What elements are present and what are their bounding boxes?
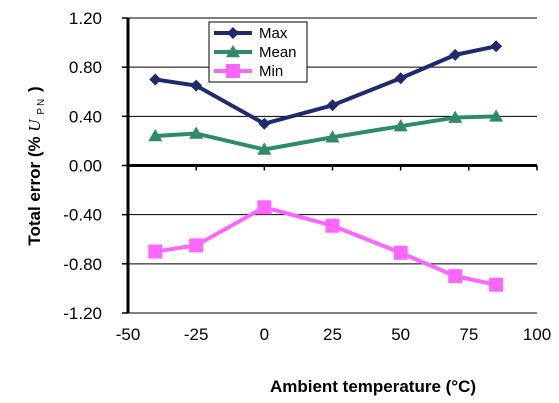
y-tick-label: 1.20 xyxy=(69,9,102,28)
x-tick-label: 0 xyxy=(260,325,269,344)
legend-item-max: Max xyxy=(214,25,288,42)
data-point-max xyxy=(394,72,407,85)
legend-label: Mean xyxy=(259,44,297,61)
series-mean xyxy=(148,109,504,155)
legend-label: Min xyxy=(259,63,283,80)
legend-swatch-marker xyxy=(227,27,239,39)
series-line-mean xyxy=(155,114,497,152)
data-point-max xyxy=(490,40,503,53)
series-group xyxy=(148,40,504,292)
x-tick-label: 25 xyxy=(323,325,342,344)
x-tick-label: -50 xyxy=(116,325,141,344)
data-point-min xyxy=(325,218,340,233)
data-point-mean xyxy=(148,129,163,142)
data-point-mean xyxy=(448,110,463,123)
y-tick-label: -0.40 xyxy=(63,206,102,225)
x-tick-label: 100 xyxy=(523,325,551,344)
y-tick-label: 0.40 xyxy=(69,107,102,126)
legend-label: Max xyxy=(259,25,288,42)
axis-titles: Ambient temperature (°C) Total error (% U… xyxy=(25,86,476,396)
y-tick-label: 0.80 xyxy=(69,58,102,77)
data-point-min xyxy=(148,244,163,259)
data-point-min xyxy=(489,277,504,292)
axes xyxy=(122,17,538,314)
legend-swatch-marker xyxy=(226,64,240,78)
data-point-min xyxy=(393,245,408,260)
data-point-max xyxy=(258,117,271,130)
legend-item-min: Min xyxy=(214,63,283,80)
legend-swatch-marker xyxy=(226,45,240,58)
tick-labels: 1.20 0.80 0.40 0.00 -0.40 -0.80 -1.20 -50 -25 0 25… xyxy=(63,9,551,344)
y-tick-label: -1.20 xyxy=(63,304,102,323)
series-min xyxy=(148,200,504,292)
data-point-max xyxy=(326,99,339,112)
data-point-min xyxy=(448,269,463,284)
y-tick-label: -0.80 xyxy=(63,255,102,274)
data-point-mean xyxy=(393,119,408,132)
gridlines xyxy=(128,17,537,314)
x-tick-label: -25 xyxy=(184,325,209,344)
data-point-min xyxy=(189,238,204,253)
data-point-mean xyxy=(325,130,340,143)
y-tick-label: 0.00 xyxy=(69,157,102,176)
legend-item-mean: Mean xyxy=(214,44,297,61)
y-axis-title: Total error (% U PN ) xyxy=(25,86,47,245)
data-point-mean xyxy=(257,142,272,155)
data-point-max xyxy=(149,73,162,86)
series-max xyxy=(149,40,503,130)
x-axis-title: Ambient temperature (°C) xyxy=(270,377,476,396)
data-point-max xyxy=(449,48,462,61)
x-tick-label: 75 xyxy=(459,325,478,344)
x-tick-label: 50 xyxy=(391,325,410,344)
data-point-mean xyxy=(489,109,504,122)
data-point-max xyxy=(190,79,203,92)
series-line-max xyxy=(154,44,497,126)
legend: Max Mean Min xyxy=(208,21,308,83)
data-point-min xyxy=(257,200,272,215)
data-point-mean xyxy=(189,126,204,139)
